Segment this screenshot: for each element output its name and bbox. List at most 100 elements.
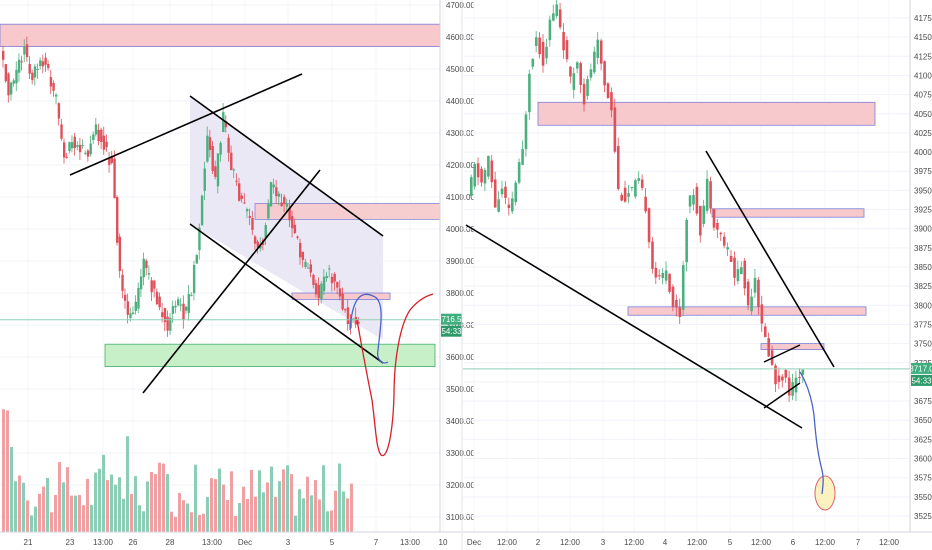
- right-price-tick-label: 4025.00: [914, 129, 932, 138]
- left-candle-body: [126, 301, 130, 315]
- right-candle-body: [644, 196, 647, 212]
- left-price-tick-label: 3900.00: [446, 257, 475, 266]
- right-candle-body: [685, 219, 688, 263]
- right-price-tick-label: 3975.00: [914, 167, 932, 176]
- left-volume-bar: [302, 498, 305, 532]
- right-target-circle: [814, 475, 836, 511]
- left-candle-body: [251, 217, 254, 230]
- right-candle-body: [606, 83, 610, 98]
- right-price-tick-label: 3950.00: [914, 186, 932, 195]
- right-candle-body: [514, 182, 518, 203]
- left-zones: [0, 23, 441, 368]
- left-price-tick-label: 4100.00: [446, 193, 475, 202]
- left-volume-bar: [158, 462, 161, 532]
- left-price-tick-label: 3700.00: [446, 321, 475, 330]
- right-time-tick-label: 7: [856, 538, 861, 547]
- left-volume-bar: [150, 471, 153, 532]
- right-candle-body: [545, 46, 548, 59]
- left-candle-body: [49, 77, 53, 87]
- right-price-tick-label: 3825.00: [914, 282, 932, 291]
- right-candle-body: [640, 179, 644, 188]
- left-candle-body: [41, 61, 45, 67]
- left-candle-body: [36, 68, 39, 70]
- left-time-tick-label: 13:00: [93, 538, 114, 547]
- left-price-tick-label: 4300.00: [446, 129, 475, 138]
- left-candle-body: [312, 274, 315, 285]
- right-price-axis[interactable]: 4175.00 4150.00 4125.00 4100.00 4075.00 4050.…: [909, 0, 932, 532]
- right-time-tick-label: 12:00: [815, 538, 836, 547]
- left-price-tick-label: 4700.00: [446, 1, 475, 10]
- left-volume-bar: [50, 512, 53, 532]
- left-candle-body: [60, 124, 63, 139]
- left-candle-body: [23, 46, 26, 55]
- left-candle-body: [137, 287, 140, 309]
- left-candle-body: [322, 276, 326, 292]
- right-candle-body: [760, 304, 764, 324]
- left-volume-bar: [282, 469, 285, 532]
- left-volume-bar: [298, 489, 301, 532]
- left-candle-body: [169, 317, 172, 331]
- left-volume-bar: [154, 474, 157, 532]
- left-candle-body: [211, 146, 214, 171]
- right-candle-body: [801, 369, 805, 375]
- left-volume-bar: [86, 478, 89, 532]
- left-candle-body: [192, 264, 196, 294]
- left-candle-body: [174, 305, 177, 308]
- right-candle-body: [596, 39, 600, 58]
- right-candle-body: [763, 326, 767, 337]
- left-candle-body: [153, 280, 156, 289]
- right-price-tick-label: 3925.00: [914, 206, 932, 215]
- left-candle-body: [269, 182, 273, 207]
- left-candle-body: [110, 156, 114, 164]
- left-volume-bar: [162, 463, 165, 532]
- left-volume-bar: [326, 511, 329, 532]
- left-candle-body: [299, 242, 302, 258]
- left-candle-body: [139, 276, 143, 290]
- right-candle-body: [726, 247, 729, 250]
- left-price-axis[interactable]: 4700.00 4600.00 4500.00 4400.00 4300.00 4200.…: [437, 0, 475, 532]
- left-resistance-zone-top: [0, 23, 441, 48]
- right-candle-body: [562, 31, 565, 51]
- left-candle-body: [15, 69, 18, 84]
- left-candle-body: [118, 236, 122, 272]
- left-price-tick-label: 4200.00: [446, 161, 475, 170]
- right-price-tick-label: 3750.00: [914, 340, 932, 349]
- left-price-tick-label: 3200.00: [446, 481, 475, 490]
- left-candle-body: [166, 316, 169, 331]
- right-candle-body: [589, 69, 593, 78]
- left-volume-bar: [350, 483, 353, 532]
- left-volume-bar: [314, 480, 317, 532]
- left-candle-body: [163, 308, 167, 323]
- left-volume-bar: [22, 482, 25, 532]
- right-price-tick-label: 3625.00: [914, 435, 932, 444]
- left-candle-body: [123, 294, 127, 301]
- left-price-tick-label: 3600.00: [446, 353, 475, 362]
- right-candle-body: [781, 376, 784, 381]
- right-time-tick-label: 4: [663, 538, 668, 547]
- left-candle-body: [309, 264, 313, 273]
- left-volume-bar: [186, 503, 189, 532]
- left-volume-bar: [122, 498, 125, 532]
- left-volume-bar: [338, 463, 341, 532]
- left-volume-bar: [30, 515, 33, 532]
- right-candle-body: [719, 232, 723, 235]
- left-time-axis[interactable]: 21 23 13:00 26 28 13:00 Dec 3 5 7 13:00 10: [0, 531, 462, 547]
- left-volume-bar: [306, 476, 309, 532]
- right-candle-body: [671, 286, 675, 307]
- left-candle-body: [116, 197, 119, 243]
- left-candle-body: [275, 187, 278, 197]
- left-volume-bar: [342, 491, 345, 532]
- right-candle-body: [493, 179, 497, 208]
- left-candle-body: [92, 134, 95, 140]
- left-volume-bar: [254, 496, 257, 532]
- right-time-axis[interactable]: Dec 12:00 2 12:00 3 12:00 4 12:00 5 12:00 6 12:00 7 1…: [463, 531, 932, 547]
- right-candle-body: [681, 265, 685, 310]
- left-volume-bar: [58, 462, 61, 532]
- left-time-tick-label: 5: [330, 538, 335, 547]
- left-time-tick-label: 21: [24, 538, 33, 547]
- left-candle-body: [214, 166, 217, 177]
- left-candle-body: [182, 303, 185, 321]
- left-candle-body: [296, 236, 299, 238]
- left-volume-bar: [290, 474, 293, 532]
- right-price-tick-label: 3775.00: [914, 320, 932, 329]
